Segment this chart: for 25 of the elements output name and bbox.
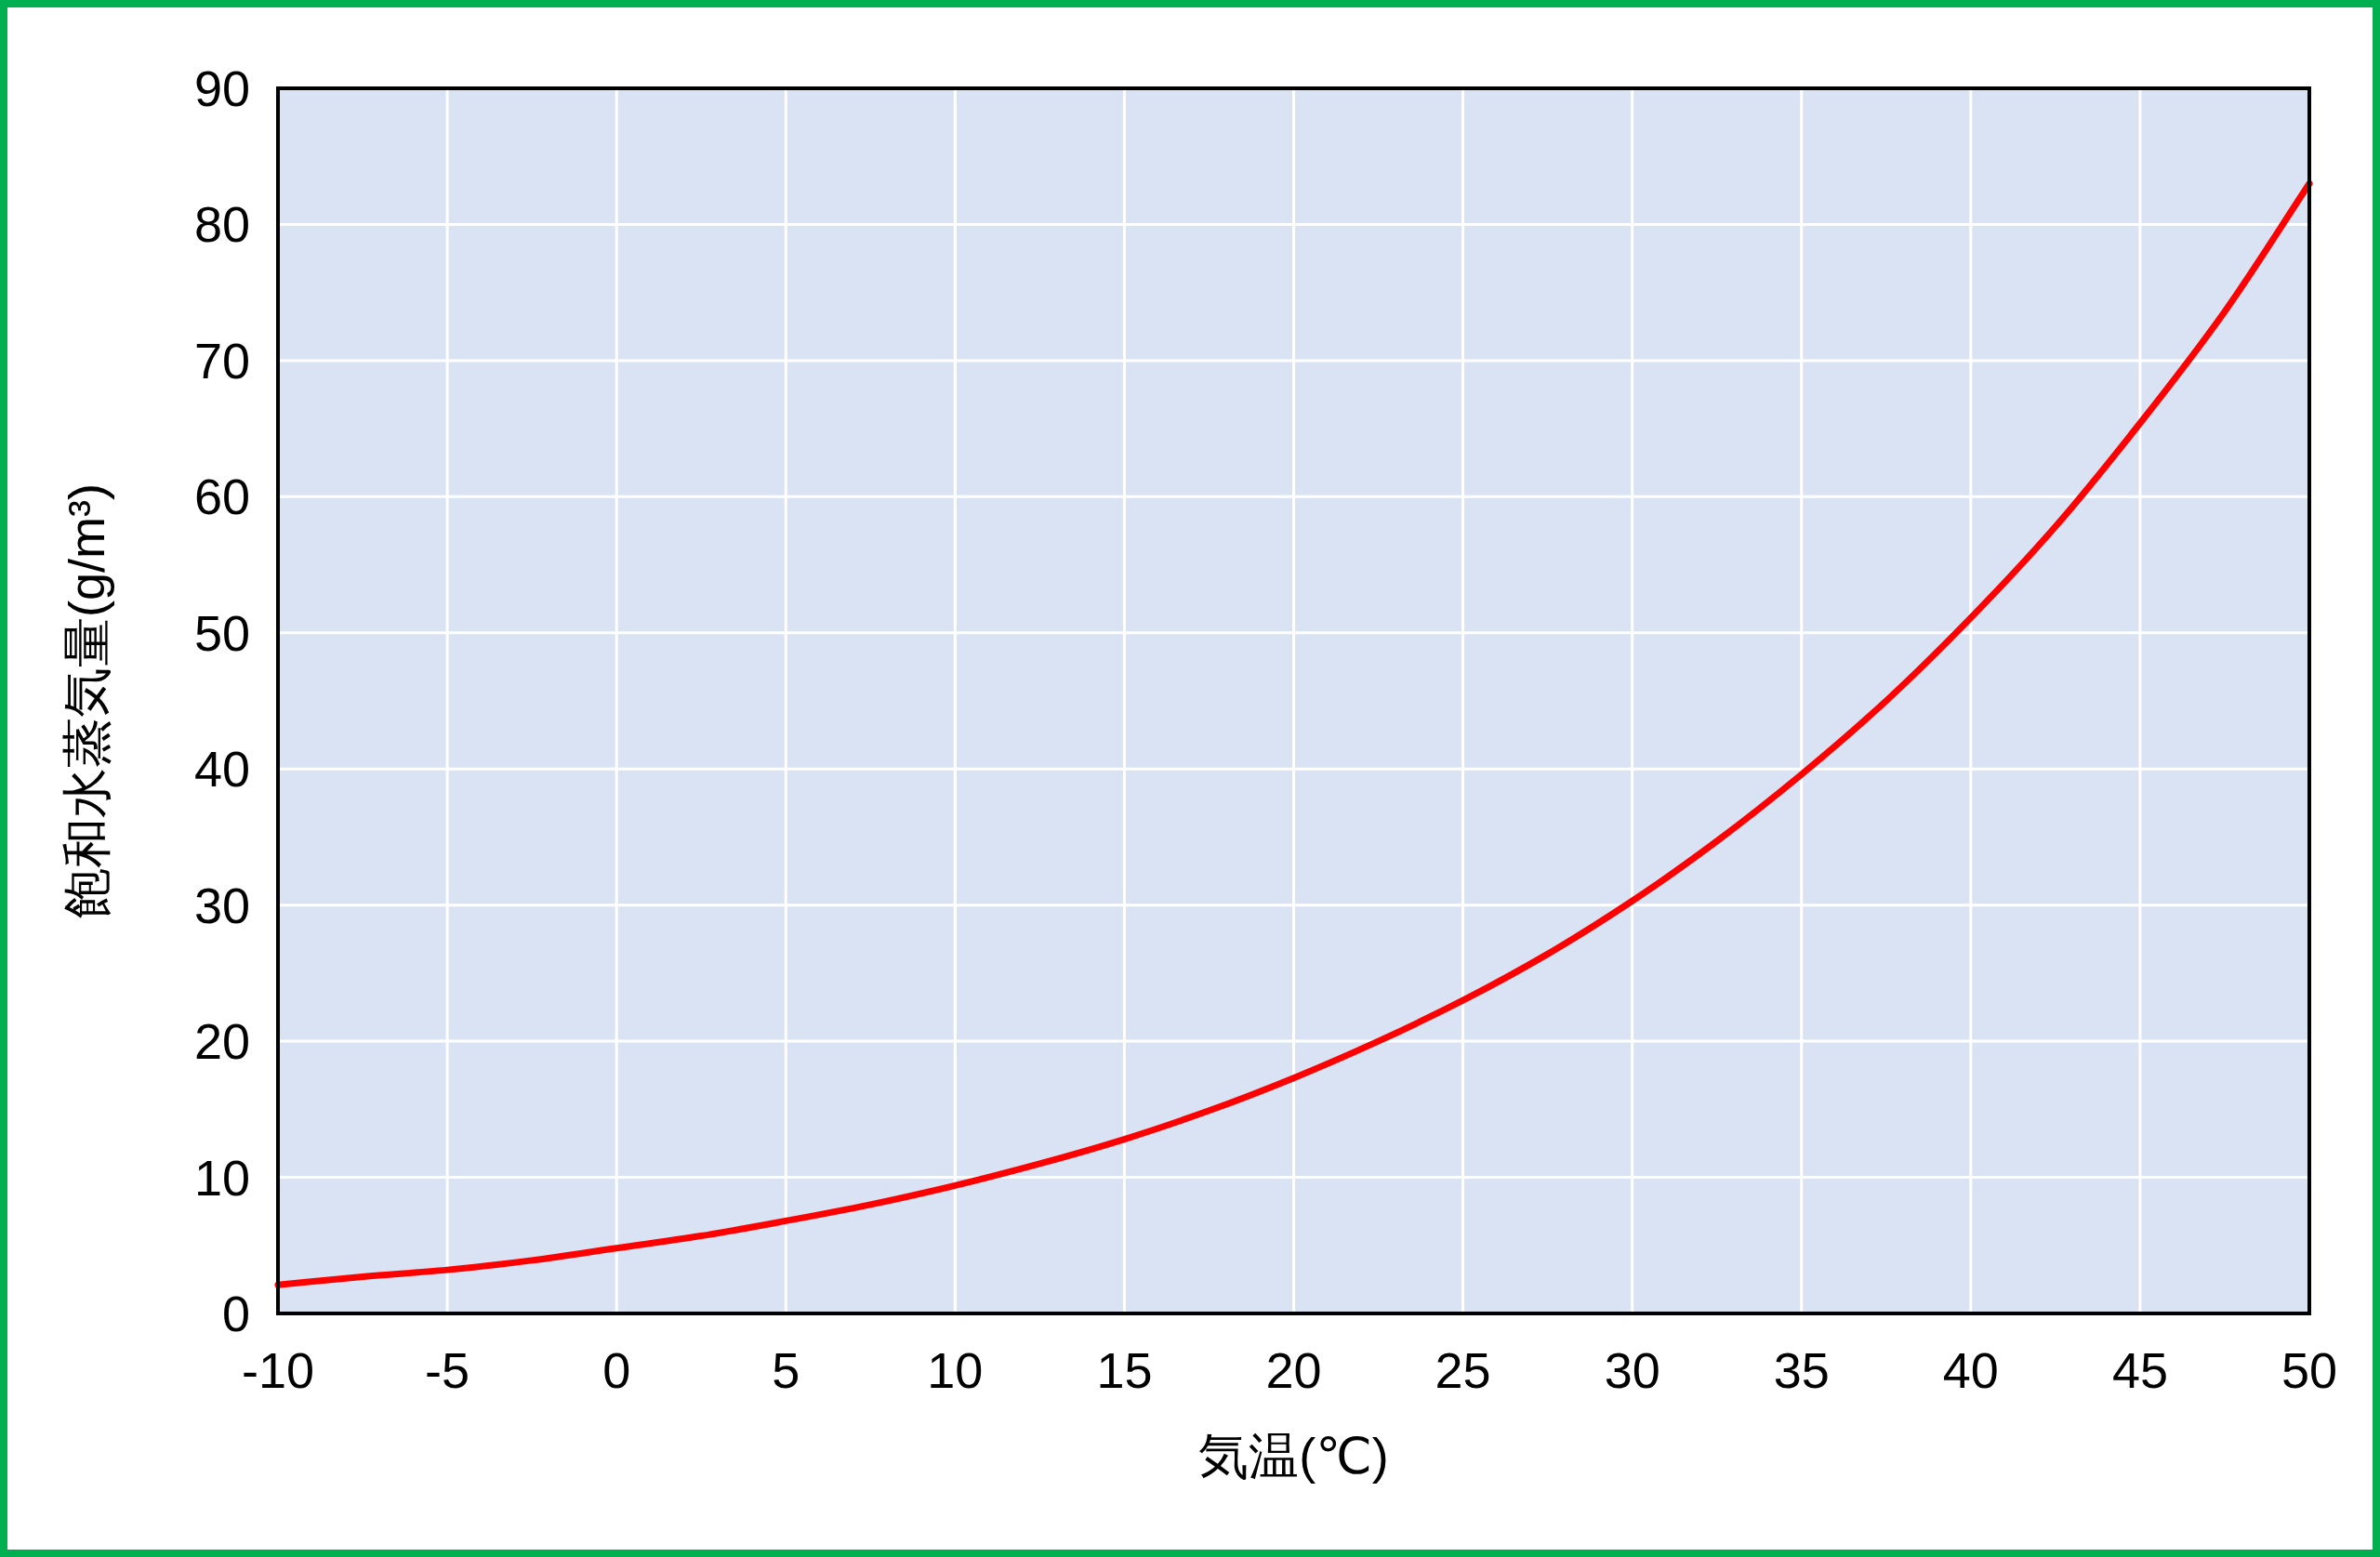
x-tick-label: 30 — [1604, 1342, 1660, 1398]
y-tick-label: 70 — [193, 332, 250, 389]
y-tick-label: 0 — [221, 1286, 250, 1341]
x-tick-label: 5 — [772, 1342, 800, 1398]
x-tick-label: 40 — [1942, 1342, 1999, 1398]
x-tick-label: 15 — [1096, 1342, 1153, 1398]
y-tick-label: 30 — [193, 877, 250, 933]
y-tick-label: 80 — [193, 196, 250, 253]
x-tick-label: 35 — [1773, 1342, 1830, 1398]
y-tick-label: 60 — [193, 468, 250, 525]
y-axis-title: 飽和水蒸気量(g/m³) — [59, 483, 114, 918]
x-tick-label: 0 — [602, 1342, 631, 1398]
y-tick-label: 90 — [193, 60, 250, 116]
x-tick-label: -5 — [425, 1342, 470, 1398]
x-tick-label: 25 — [1435, 1342, 1491, 1398]
y-tick-label: 50 — [193, 604, 250, 661]
x-tick-label: 45 — [2111, 1342, 2168, 1398]
y-tick-label: 20 — [193, 1013, 250, 1070]
x-tick-label: 50 — [2281, 1342, 2338, 1398]
x-tick-label: -10 — [241, 1342, 315, 1398]
x-tick-label: 10 — [927, 1342, 984, 1398]
x-axis-title: 気温(℃) — [1198, 1428, 1389, 1484]
x-tick-label: 20 — [1265, 1342, 1322, 1398]
y-tick-label: 40 — [193, 741, 250, 798]
y-tick-label: 10 — [193, 1149, 250, 1206]
